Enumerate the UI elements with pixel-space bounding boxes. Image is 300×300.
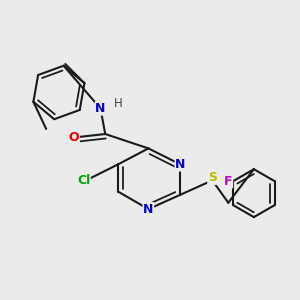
Text: H: H <box>114 97 122 110</box>
Text: N: N <box>95 102 106 115</box>
Text: O: O <box>69 131 79 144</box>
Text: N: N <box>143 202 154 216</box>
Text: F: F <box>224 175 232 188</box>
Text: Cl: Cl <box>77 174 90 187</box>
Text: S: S <box>208 171 217 184</box>
Text: N: N <box>175 158 185 171</box>
